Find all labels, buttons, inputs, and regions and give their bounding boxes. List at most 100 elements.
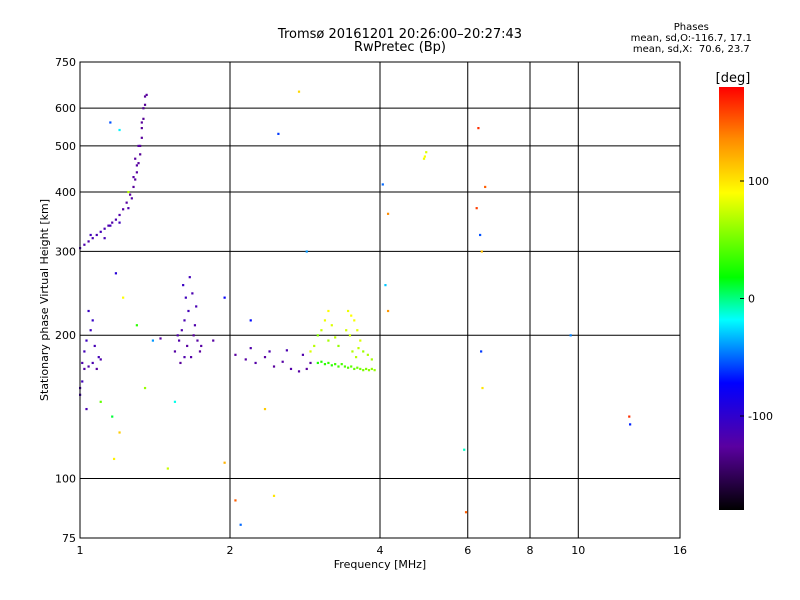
data-point <box>357 347 360 350</box>
grid-lines <box>80 62 680 538</box>
data-point <box>309 361 312 365</box>
data-point <box>477 127 480 130</box>
data-point <box>244 358 247 361</box>
data-point <box>422 157 426 160</box>
data-point <box>109 224 112 227</box>
data-point <box>91 361 94 365</box>
x-tick-label: 16 <box>673 544 687 557</box>
colorbar-tick-label: -100 <box>748 410 773 423</box>
data-point <box>323 319 327 322</box>
data-point <box>272 494 276 497</box>
data-point <box>481 386 484 390</box>
data-point <box>480 250 483 253</box>
data-point <box>95 367 98 371</box>
data-point <box>198 350 202 353</box>
y-tick-label: 400 <box>55 186 76 199</box>
data-point <box>87 309 90 313</box>
data-point <box>327 339 330 342</box>
x-axis-label: Frequency [MHz] <box>334 558 426 571</box>
data-point <box>343 365 347 368</box>
x-tick-label: 1 <box>77 544 84 557</box>
data-point <box>365 367 368 371</box>
data-point <box>301 353 305 356</box>
data-point <box>132 185 135 189</box>
data-point <box>373 369 376 372</box>
data-point <box>122 208 125 211</box>
data-point <box>182 284 185 287</box>
data-point <box>327 361 330 365</box>
data-point <box>189 356 193 359</box>
y-tick-labels: 75 100 200 300 400 500 600 750 <box>55 56 76 545</box>
data-point <box>142 107 145 110</box>
data-point <box>337 365 340 368</box>
y-tick-label: 75 <box>62 532 76 545</box>
data-point <box>316 361 319 365</box>
data-point <box>135 164 138 167</box>
phase-stats-o: mean, sd,O:-116.7, 17.1 <box>630 33 752 44</box>
y-tick-label: 600 <box>55 102 76 115</box>
x-tick-label: 8 <box>527 544 534 557</box>
colorbar <box>719 87 744 510</box>
x-tick-label: 10 <box>571 544 585 557</box>
data-point <box>99 230 102 233</box>
data-point <box>193 324 197 327</box>
data-point <box>139 144 142 148</box>
data-point <box>179 361 182 365</box>
data-point <box>114 218 118 221</box>
data-point <box>263 407 267 411</box>
data-point <box>281 360 284 363</box>
data-point <box>569 334 572 337</box>
data-point <box>137 144 140 148</box>
data-point <box>142 117 145 120</box>
data-point <box>305 367 308 371</box>
data-point <box>151 339 155 342</box>
data-point <box>289 367 293 371</box>
y-tick-label: 500 <box>55 140 76 153</box>
y-tick-label: 100 <box>55 473 76 486</box>
data-point <box>337 344 340 348</box>
data-point <box>83 350 86 353</box>
data-point <box>134 178 137 181</box>
data-point <box>423 155 426 158</box>
data-point <box>384 284 387 287</box>
data-point <box>114 272 118 275</box>
data-point <box>91 237 94 240</box>
data-point <box>313 344 316 348</box>
data-point <box>180 329 183 332</box>
data-point <box>327 309 330 313</box>
data-point <box>177 339 181 342</box>
data-point <box>425 151 428 154</box>
data-point <box>277 132 280 135</box>
data-point <box>143 95 147 98</box>
data-point <box>297 90 301 93</box>
y-axis-label: Stationary phase Virtual Height [km] <box>38 199 51 401</box>
data-point <box>83 243 86 246</box>
data-point <box>323 363 327 366</box>
data-point <box>480 350 483 353</box>
phase-stats-heading: Phases <box>673 22 709 33</box>
data-point <box>334 363 337 366</box>
data-point <box>159 337 162 340</box>
data-point <box>350 314 353 317</box>
x-tick-label: 4 <box>377 544 384 557</box>
data-point <box>103 227 106 230</box>
data-point <box>118 221 121 224</box>
data-point <box>309 350 312 353</box>
data-point <box>254 361 257 365</box>
data-point <box>109 121 112 124</box>
data-point <box>140 121 143 124</box>
data-point <box>356 366 359 369</box>
data-point <box>334 336 337 339</box>
data-point <box>353 319 356 322</box>
data-point <box>464 511 468 514</box>
data-point <box>95 233 98 237</box>
data-point <box>223 461 226 464</box>
data-point <box>191 292 194 295</box>
data-point <box>475 207 478 210</box>
data-point <box>127 190 130 194</box>
data-point <box>134 157 137 160</box>
colorbar-label: [deg] <box>716 71 751 86</box>
data-point <box>192 334 195 337</box>
data-point <box>340 363 343 366</box>
data-point <box>346 366 350 369</box>
